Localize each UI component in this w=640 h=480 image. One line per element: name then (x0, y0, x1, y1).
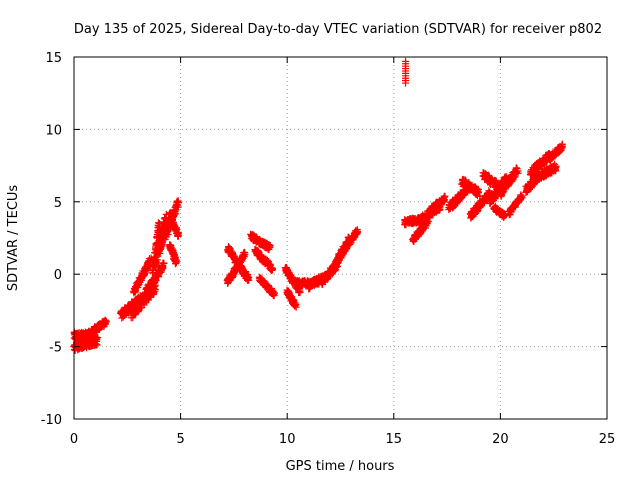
data-point (102, 318, 110, 326)
data-point (172, 256, 180, 264)
data-point (518, 194, 526, 202)
data-point (441, 192, 449, 200)
data-point (501, 211, 509, 219)
data-point (269, 266, 277, 274)
data-point (268, 266, 276, 274)
data-point (485, 187, 493, 195)
y-axis-label: SDTVAR / TECUs (6, 185, 21, 292)
x-tick-label: 10 (279, 432, 296, 447)
y-tick-label: 5 (54, 196, 62, 211)
y-tick-label: 10 (45, 123, 62, 138)
data-point (172, 258, 180, 266)
data-point (354, 227, 362, 235)
data-point (94, 334, 102, 342)
data-point (296, 288, 304, 296)
x-tick-label: 20 (492, 432, 509, 447)
y-tick-label: -5 (49, 341, 62, 356)
data-point (266, 241, 274, 249)
data-point (241, 248, 249, 256)
data-point (174, 197, 182, 205)
chart-title: Day 135 of 2025, Sidereal Day-to-day VTE… (74, 22, 602, 37)
data-point (402, 57, 410, 65)
y-tick-labels: -10 -5 0 5 10 15 (41, 51, 62, 428)
data-point (244, 275, 252, 283)
data-points (70, 57, 566, 354)
data-point (552, 162, 560, 170)
x-tick-label: 15 (386, 432, 403, 447)
x-tick-label: 25 (599, 432, 616, 447)
data-point (514, 169, 522, 177)
y-tick-label: 0 (54, 268, 62, 283)
x-tick-label: 0 (70, 432, 78, 447)
data-point (474, 185, 482, 193)
data-point (160, 259, 168, 267)
data-point (552, 166, 560, 174)
y-tick-label: -10 (41, 413, 62, 428)
data-point (292, 303, 300, 311)
plot-frame (73, 56, 608, 420)
data-point (93, 341, 101, 349)
x-tick-labels: 0 5 10 15 20 25 (70, 432, 615, 447)
x-tick-label: 5 (176, 432, 184, 447)
y-tick-label: 15 (45, 51, 62, 66)
data-point (558, 140, 566, 148)
data-point (270, 289, 278, 297)
data-point (174, 232, 182, 240)
x-axis-label: GPS time / hours (286, 459, 395, 474)
axis-ticks (73, 56, 608, 420)
